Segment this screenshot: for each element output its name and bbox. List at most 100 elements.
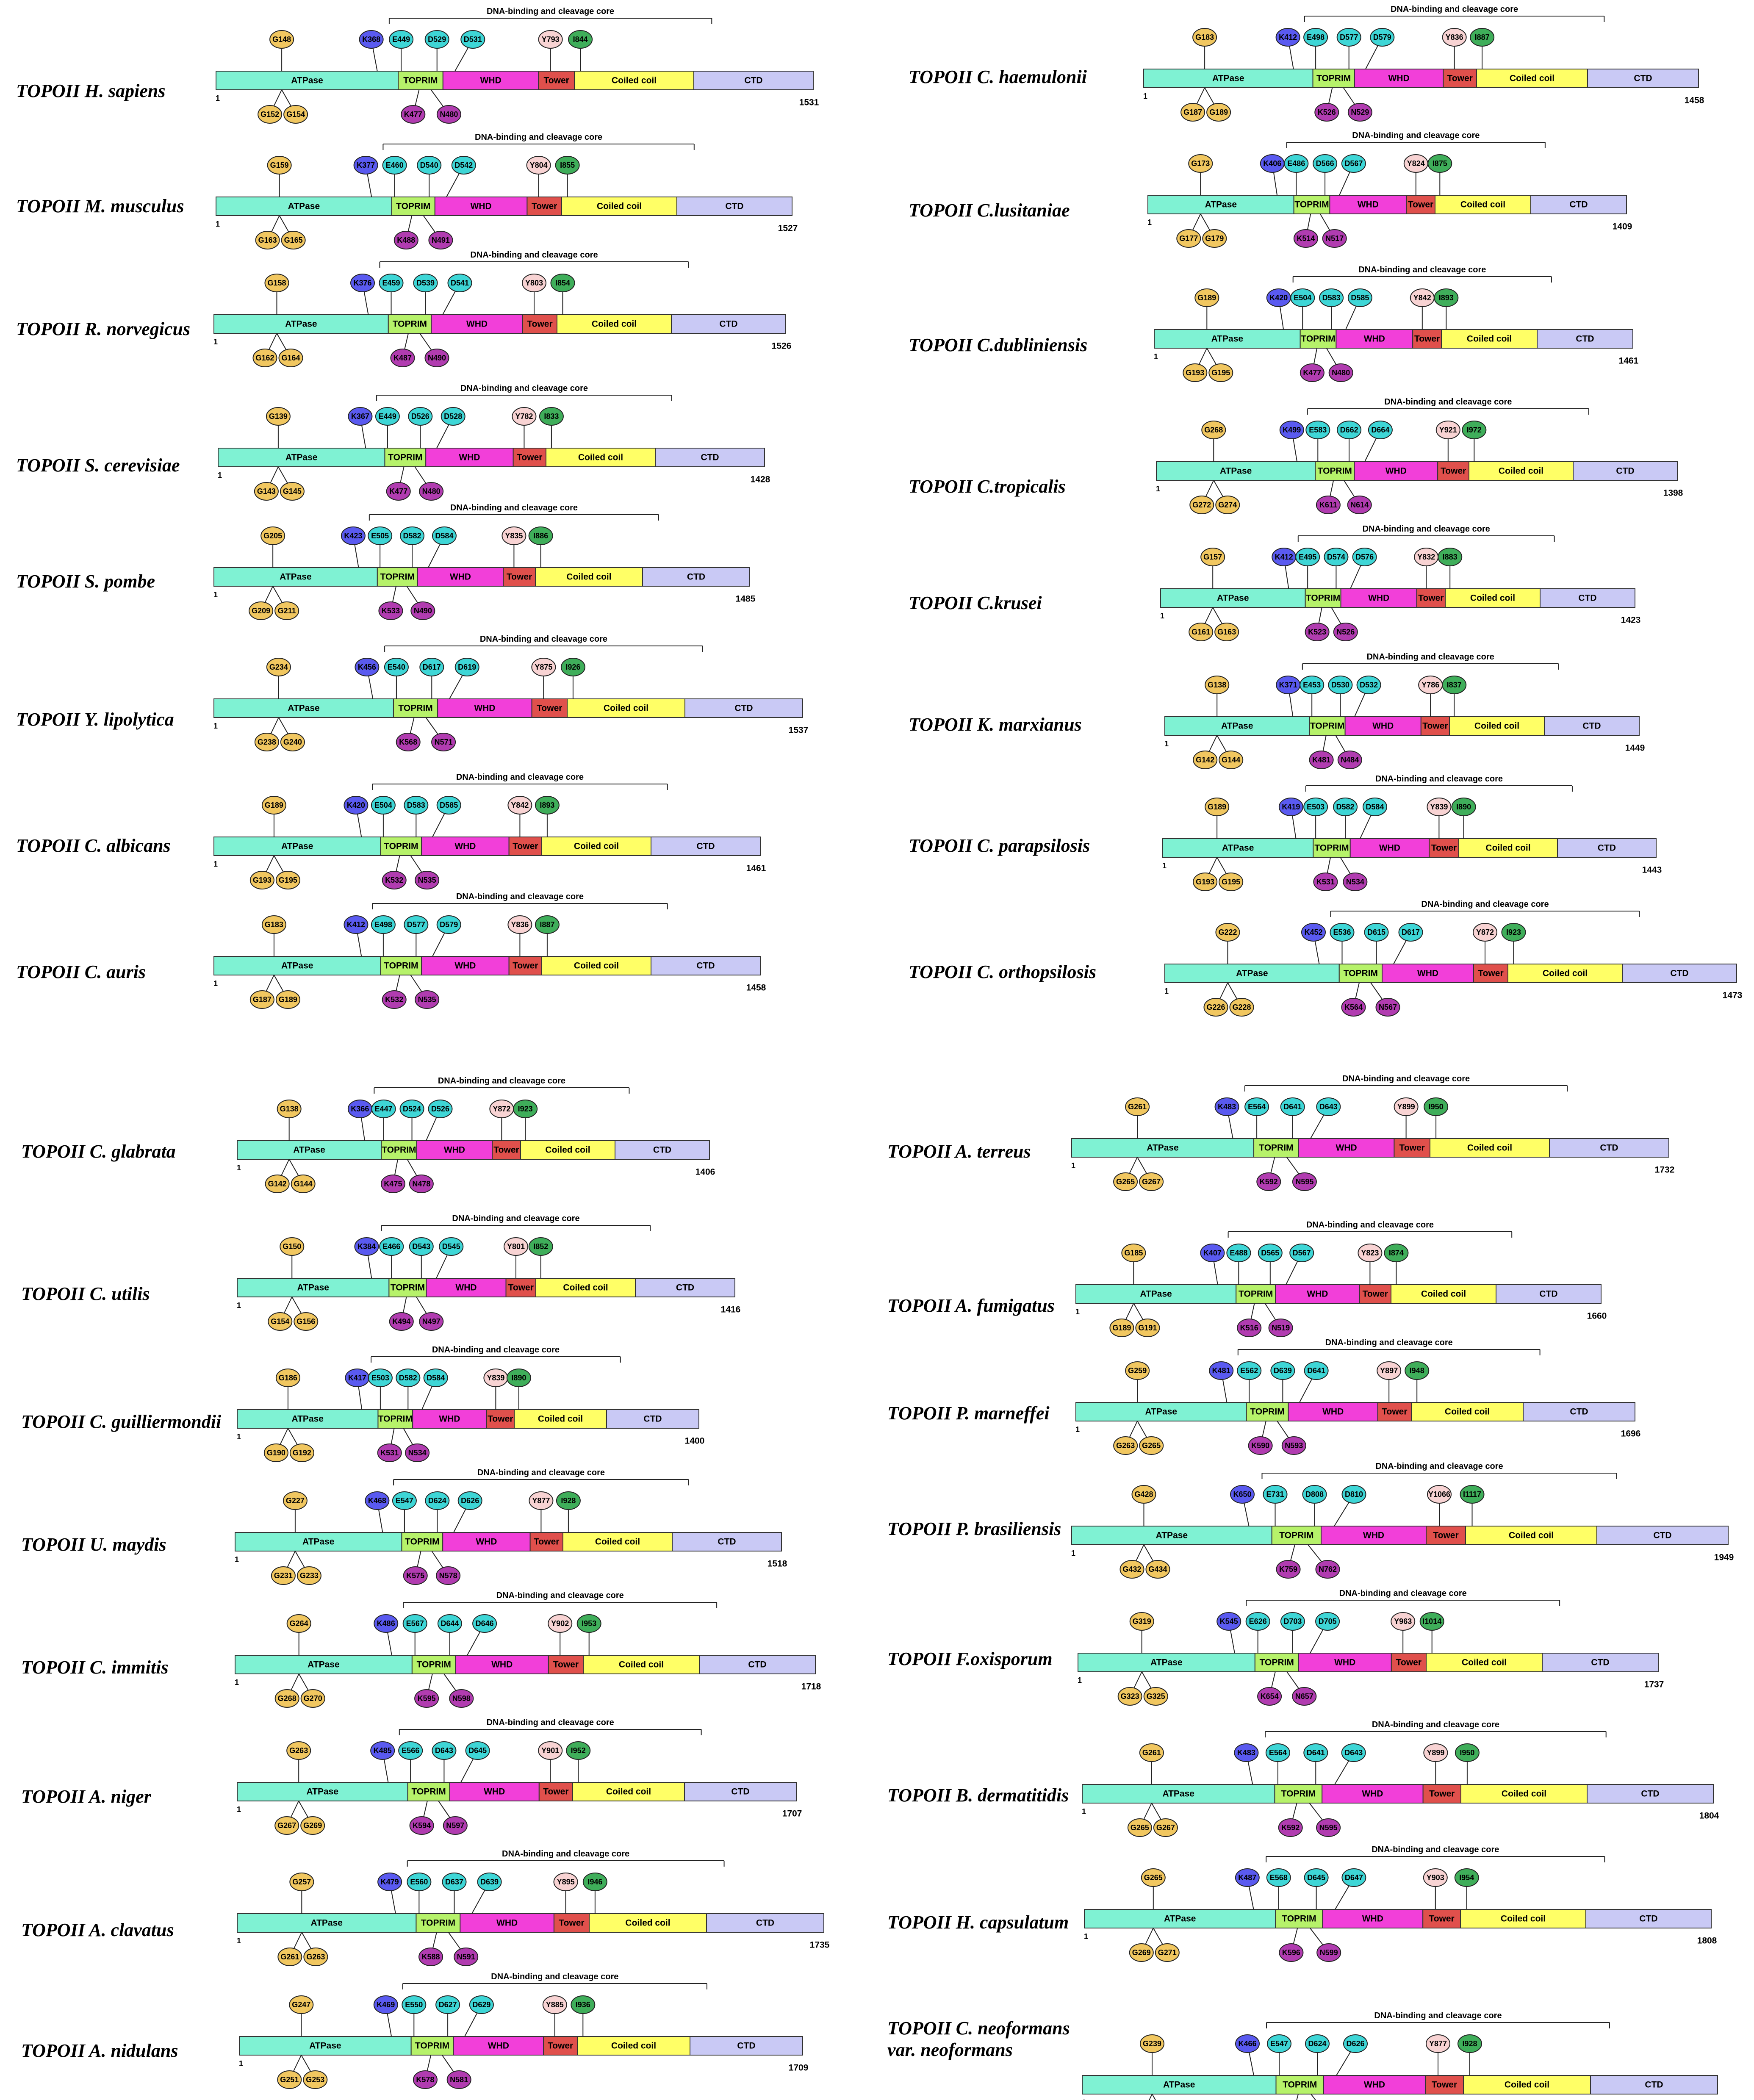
tower-label: Tower: [507, 572, 532, 582]
k-catalytic-site-label: K588: [422, 1953, 440, 1961]
k-site-label: K412: [1275, 553, 1293, 561]
i-site: [566, 1741, 591, 1760]
ctd-label: CTD: [1598, 843, 1616, 853]
n-site: [443, 1816, 468, 1835]
k-site: [344, 915, 369, 934]
d-site-label: D579: [440, 920, 458, 929]
toprim-label: TOPRIM: [382, 1145, 416, 1155]
i-site: [582, 1873, 607, 1891]
y-site-label: Y903: [1427, 1873, 1444, 1882]
g-site: [1208, 363, 1233, 382]
g-site-label: G150: [283, 1242, 301, 1251]
n-site-label: N497: [422, 1317, 441, 1326]
k-catalytic-site-label: K526: [1318, 108, 1336, 116]
ctd-domain: [1542, 1653, 1659, 1672]
n-site-label: N535: [418, 876, 436, 884]
tower-domain: [505, 1278, 536, 1297]
toprim-domain: [1236, 1284, 1276, 1304]
g-site-label: G263: [306, 1953, 325, 1961]
whd-label: WHD: [1417, 969, 1438, 978]
e-site-label: E562: [1240, 1366, 1258, 1375]
whd-label: WHD: [454, 842, 476, 851]
g-site: [1143, 1687, 1168, 1706]
e-site: [1245, 1612, 1270, 1631]
organism-label: TOPOII M. musculus: [16, 196, 184, 216]
coiled-label: Coiled coil: [566, 572, 611, 582]
toprim-domain: [1315, 461, 1355, 481]
protein-length: 1461: [1619, 356, 1639, 366]
core-label: DNA-binding and cleavage core: [438, 1076, 565, 1086]
y-site: [1394, 1097, 1419, 1116]
i-site-label: I946: [587, 1878, 602, 1886]
y-site-label: Y877: [1429, 2039, 1447, 2048]
protein-track: ATPase TOPRIM WHD Tower Coiled coil CTD 1 1707 D…: [237, 1718, 802, 1835]
d-site: [1362, 798, 1387, 816]
d-site-label: D705: [1319, 1617, 1337, 1626]
organism-label: TOPOII R. norvegicus: [16, 319, 191, 339]
d-site-label: D545: [442, 1242, 460, 1251]
e-site-label: E466: [382, 1242, 400, 1251]
d-site-label: D584: [427, 1374, 445, 1382]
g-site-label: G156: [296, 1317, 315, 1326]
d-site: [1270, 1361, 1295, 1380]
g-site-label: G157: [1203, 553, 1222, 561]
k-site: [1200, 1244, 1225, 1262]
g-site-label: G186: [279, 1374, 297, 1382]
d-site: [451, 156, 476, 175]
whd-domain: [416, 1140, 493, 1160]
n-site-label: N593: [1285, 1441, 1303, 1450]
toprim-label: TOPRIM: [1318, 466, 1352, 476]
d-site: [1398, 923, 1423, 942]
e-site: [392, 1491, 417, 1510]
protein-length: 1949: [1714, 1553, 1734, 1563]
d-site: [1324, 548, 1349, 566]
d-site: [1333, 798, 1358, 816]
tower-label: Tower: [544, 76, 569, 86]
g-site: [271, 1566, 296, 1585]
d-site-label: D524: [403, 1105, 421, 1113]
toprim-domain: [377, 567, 418, 587]
ctd-label: CTD: [1582, 721, 1601, 731]
n-site: [1375, 998, 1400, 1017]
g-site: [1188, 154, 1213, 173]
d-site: [1370, 28, 1395, 47]
g-site-label: G267: [1156, 1823, 1175, 1832]
k-catalytic-site-label: K475: [384, 1180, 402, 1188]
g-site: [261, 796, 286, 815]
whd-label: WHD: [454, 961, 476, 971]
e-site-label: E486: [1287, 159, 1305, 168]
tower-label: Tower: [1399, 1143, 1425, 1153]
g-site-label: G247: [292, 2000, 310, 2009]
g-site-label: G269: [303, 1821, 322, 1830]
whd-domain: [1329, 195, 1407, 214]
toprim-domain: [1305, 588, 1341, 608]
g-site: [281, 231, 306, 249]
g-site-label: G154: [286, 110, 305, 119]
k-site-label: K423: [344, 532, 362, 540]
start-position: 1: [213, 590, 218, 599]
atpase-domain: [216, 71, 399, 90]
start-position: 1: [213, 338, 218, 346]
protein-track: ATPase TOPRIM WHD Tower Coiled coil CTD 1 1527 D…: [216, 133, 798, 249]
core-label: DNA-binding and cleavage core: [1352, 131, 1480, 140]
e-site-label: E503: [371, 1374, 389, 1382]
coiled-domain: [1460, 1784, 1588, 1804]
g-site-label: G267: [277, 1821, 296, 1830]
atpase-label: ATPase: [291, 76, 323, 86]
d-site-label: D582: [1336, 803, 1355, 811]
whd-domain: [412, 1409, 487, 1429]
g-site-label: G434: [1148, 1565, 1167, 1574]
organism-label: TOPOII C.lusitaniae: [909, 200, 1070, 221]
e-site-label: E731: [1266, 1490, 1284, 1499]
d-site-label: D641: [1283, 1103, 1302, 1111]
g-site: [303, 2070, 328, 2089]
ctd-domain: [671, 314, 786, 334]
whd-label: WHD: [474, 704, 495, 713]
g-site-label: G142: [268, 1180, 287, 1188]
k-site-label: K483: [1218, 1103, 1236, 1111]
tower-label: Tower: [553, 1660, 579, 1670]
n-site: [424, 349, 449, 367]
d-site: [1313, 154, 1338, 173]
protein-track: ATPase TOPRIM WHD Tower Coiled coil CTD 1 1518 D…: [235, 1468, 787, 1585]
i-site-label: I890: [1456, 803, 1471, 811]
